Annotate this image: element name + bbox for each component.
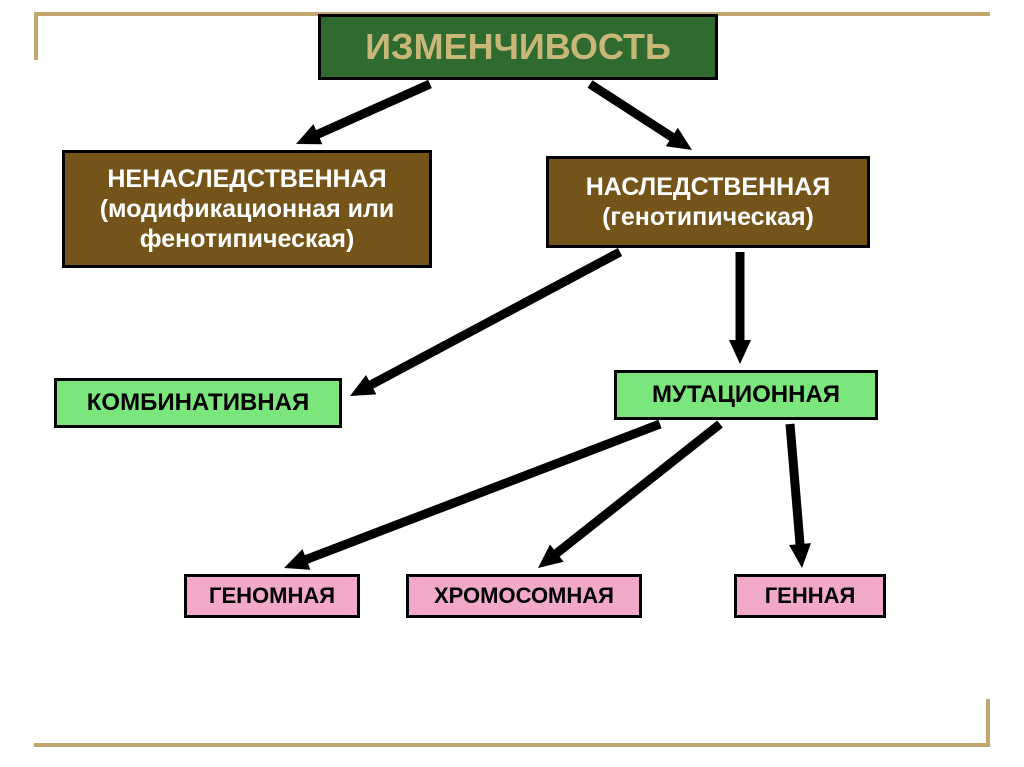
node-combinative: КОМБИНАТИВНАЯ [54,378,342,428]
node-label: ХРОМОСОМНАЯ [434,583,614,609]
node-label: ГЕННАЯ [765,583,856,609]
node-hereditary: НАСЛЕДСТВЕННАЯ (генотипическая) [546,156,870,248]
node-non-hereditary: НЕНАСЛЕДСТВЕННАЯ (модификационная или фе… [62,150,432,268]
node-chromosomal: ХРОМОСОМНАЯ [406,574,642,618]
node-label: НЕНАСЛЕДСТВЕННАЯ (модификационная или фе… [100,164,395,254]
node-label: ИЗМЕНЧИВОСТЬ [365,25,671,68]
node-label: НАСЛЕДСТВЕННАЯ (генотипическая) [586,172,831,232]
frame-border [34,12,38,60]
frame-border [34,743,990,747]
node-genic: ГЕННАЯ [734,574,886,618]
node-root: ИЗМЕНЧИВОСТЬ [318,14,718,80]
frame-border [986,699,990,747]
node-label: МУТАЦИОННАЯ [652,381,840,410]
node-label: ГЕНОМНАЯ [209,583,335,609]
node-genomic: ГЕНОМНАЯ [184,574,360,618]
node-label: КОМБИНАТИВНАЯ [87,389,309,418]
node-mutational: МУТАЦИОННАЯ [614,370,878,420]
